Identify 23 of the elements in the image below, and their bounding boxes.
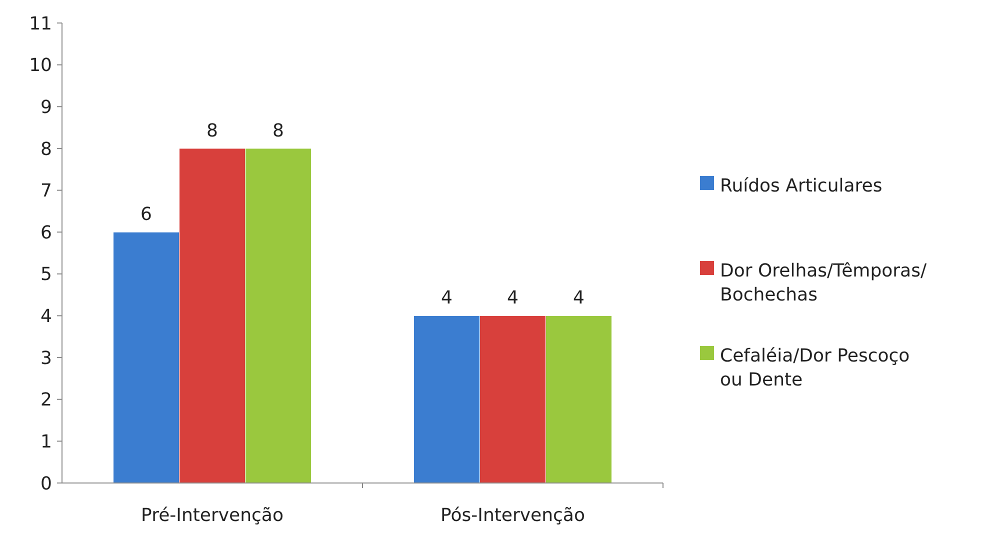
data-label: 8 [272, 120, 284, 142]
data-label: 4 [441, 288, 452, 309]
y-tick-label: 2 [40, 390, 52, 411]
y-tick-label: 1 [40, 431, 52, 452]
y-tick-label: 9 [40, 96, 52, 118]
data-label: 4 [573, 288, 584, 309]
legend-label: Cefaléia/Dor Pescoço ou Dente [720, 345, 910, 391]
y-tick-label: 5 [40, 264, 52, 286]
y-tick-label: 6 [40, 222, 52, 244]
y-tick-label: 10 [29, 55, 52, 76]
x-tick-label: Pós-Intervenção [440, 505, 585, 526]
x-tick-label: Pré-Intervenção [141, 505, 284, 526]
legend-label: Dor Orelhas/Têmporas/ Bochechas [720, 260, 928, 306]
data-label: 8 [206, 120, 218, 142]
data-label: 6 [140, 204, 152, 226]
legend-label: Ruídos Articulares [720, 175, 882, 196]
y-tick-label: 8 [40, 138, 52, 160]
y-tick-label: 3 [40, 348, 52, 369]
data-label: 4 [507, 288, 518, 309]
y-tick-label: 7 [40, 180, 52, 202]
y-tick-label: 11 [29, 13, 52, 34]
y-tick-label: 4 [40, 306, 52, 328]
y-tick-label: 0 [40, 473, 52, 494]
